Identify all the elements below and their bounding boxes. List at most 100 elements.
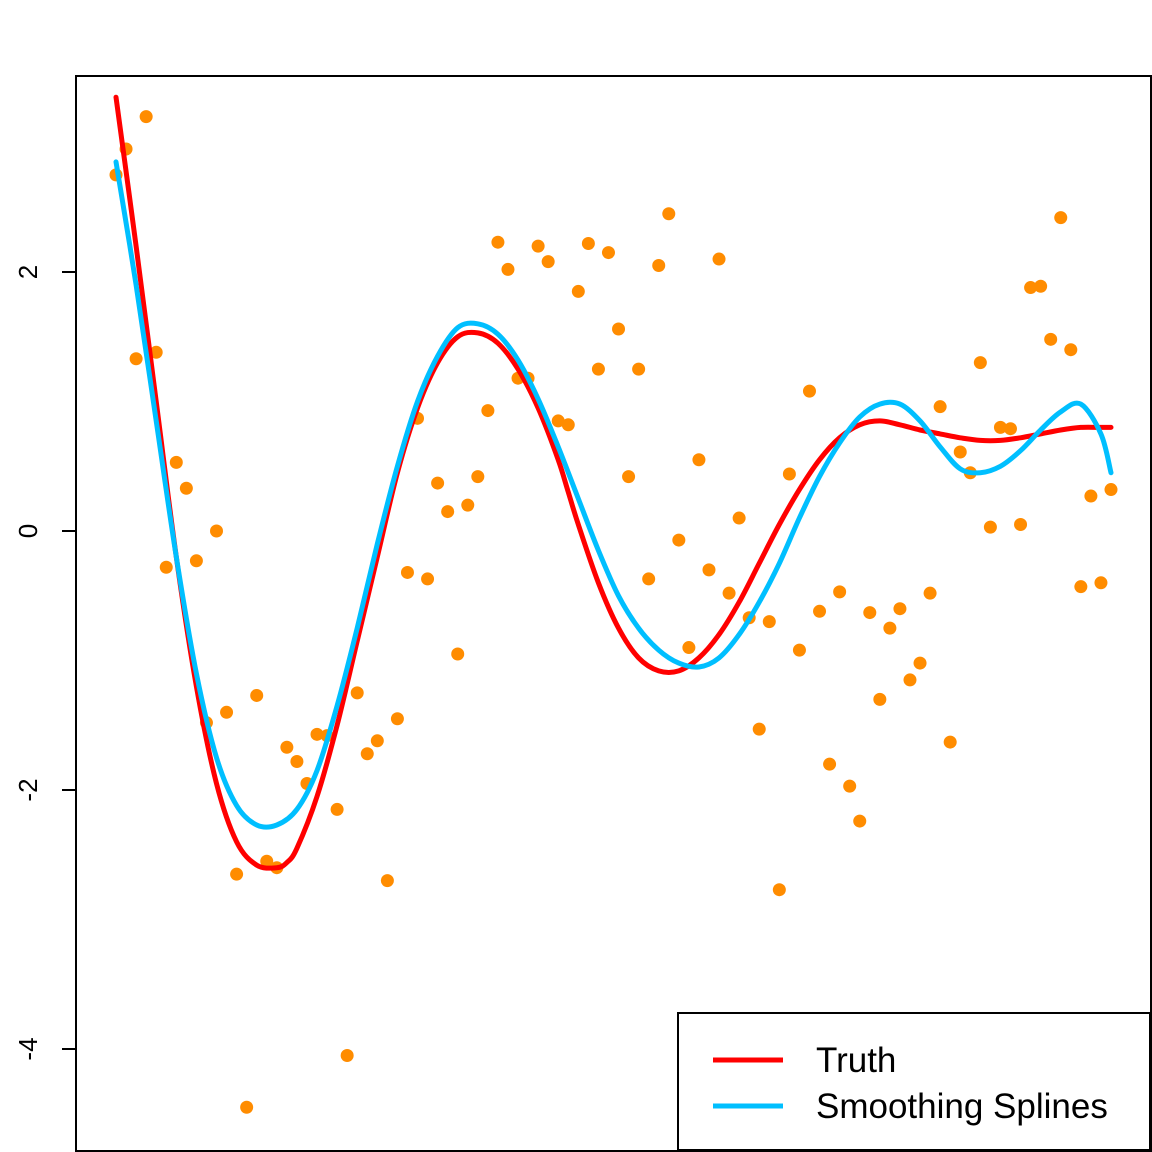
data-point-5 — [159, 560, 173, 574]
data-point-22 — [330, 802, 344, 816]
data-point-92 — [1034, 279, 1048, 293]
data-point-65 — [762, 615, 776, 629]
data-point-68 — [792, 643, 806, 657]
data-point-71 — [823, 757, 837, 771]
data-point-54 — [652, 259, 666, 273]
data-point-8 — [189, 554, 203, 568]
data-point-78 — [893, 602, 907, 616]
data-point-97 — [1084, 489, 1098, 503]
data-point-32 — [431, 476, 445, 490]
data-point-29 — [400, 565, 414, 579]
data-point-67 — [782, 467, 796, 481]
data-point-60 — [712, 252, 726, 266]
data-point-10 — [210, 524, 224, 538]
data-point-44 — [551, 414, 565, 428]
data-point-7 — [179, 481, 193, 495]
data-point-57 — [682, 641, 696, 655]
data-point-66 — [772, 883, 786, 897]
data-point-20 — [310, 727, 324, 741]
data-point-33 — [441, 505, 455, 519]
data-point-56 — [672, 533, 686, 547]
legend-box — [677, 1012, 1151, 1151]
plot-box — [75, 75, 1152, 1152]
y-tick-label-3: 2 — [13, 265, 43, 279]
data-point-12 — [230, 867, 244, 881]
data-point-52 — [632, 362, 646, 376]
data-point-38 — [491, 235, 505, 249]
data-point-62 — [732, 511, 746, 525]
data-point-11 — [220, 705, 234, 719]
data-point-98 — [1094, 576, 1108, 590]
y-tick-label-0: -4 — [13, 1037, 43, 1060]
data-point-99 — [1104, 483, 1118, 497]
data-point-76 — [873, 692, 887, 706]
data-point-94 — [1054, 211, 1068, 225]
data-point-74 — [853, 814, 867, 828]
data-point-6 — [169, 455, 183, 469]
data-point-70 — [813, 604, 827, 618]
data-point-87 — [983, 520, 997, 534]
data-point-4 — [149, 345, 163, 359]
data-point-24 — [350, 686, 364, 700]
data-point-47 — [581, 237, 595, 251]
legend-label-truth: Truth — [816, 1041, 896, 1080]
data-point-89 — [1003, 422, 1017, 436]
data-point-58 — [692, 453, 706, 467]
series-line-smoothing-splines — [113, 159, 1114, 830]
data-point-3 — [139, 110, 153, 124]
data-point-17 — [280, 740, 294, 754]
data-point-90 — [1014, 518, 1028, 532]
data-point-50 — [612, 322, 626, 336]
data-point-48 — [591, 362, 605, 376]
data-point-55 — [662, 207, 676, 221]
data-point-25 — [360, 747, 374, 761]
data-point-14 — [250, 688, 264, 702]
data-point-86 — [973, 356, 987, 370]
y-tick-label-2: 0 — [13, 524, 43, 538]
data-point-51 — [622, 470, 636, 484]
data-point-36 — [471, 470, 485, 484]
data-point-79 — [903, 673, 917, 687]
data-point-83 — [943, 735, 957, 749]
legend: Truth Smoothing Splines — [677, 1012, 1151, 1151]
data-point-61 — [722, 586, 736, 600]
data-point-27 — [380, 874, 394, 888]
data-point-35 — [461, 498, 475, 512]
series-line-truth — [113, 94, 1114, 871]
data-point-13 — [240, 1100, 254, 1114]
data-point-84 — [953, 445, 967, 459]
data-point-73 — [843, 779, 857, 793]
data-point-77 — [883, 621, 897, 635]
data-point-42 — [531, 239, 545, 253]
data-point-93 — [1044, 332, 1058, 346]
data-point-18 — [290, 755, 304, 769]
data-point-72 — [833, 585, 847, 599]
data-point-81 — [923, 586, 937, 600]
data-point-2 — [129, 352, 143, 366]
data-point-82 — [933, 400, 947, 414]
data-point-46 — [571, 284, 585, 298]
data-point-26 — [370, 734, 384, 748]
data-point-43 — [541, 255, 555, 269]
data-point-31 — [421, 572, 435, 586]
data-point-28 — [390, 712, 404, 726]
data-point-96 — [1074, 580, 1088, 594]
data-point-88 — [993, 420, 1007, 434]
data-point-80 — [913, 656, 927, 670]
data-point-34 — [451, 647, 465, 661]
data-point-45 — [561, 418, 575, 432]
y-tick-label-1: -2 — [13, 778, 43, 801]
data-point-64 — [752, 722, 766, 736]
data-point-59 — [702, 563, 716, 577]
data-point-39 — [501, 262, 515, 276]
points-layer — [109, 110, 1118, 1114]
data-point-75 — [863, 606, 877, 620]
data-point-37 — [481, 404, 495, 418]
y-axis: -4 -2 0 2 — [13, 265, 76, 1061]
data-point-53 — [642, 572, 656, 586]
lines-layer — [113, 94, 1114, 871]
data-point-91 — [1024, 281, 1038, 295]
data-point-15 — [260, 854, 274, 868]
data-point-95 — [1064, 343, 1078, 357]
